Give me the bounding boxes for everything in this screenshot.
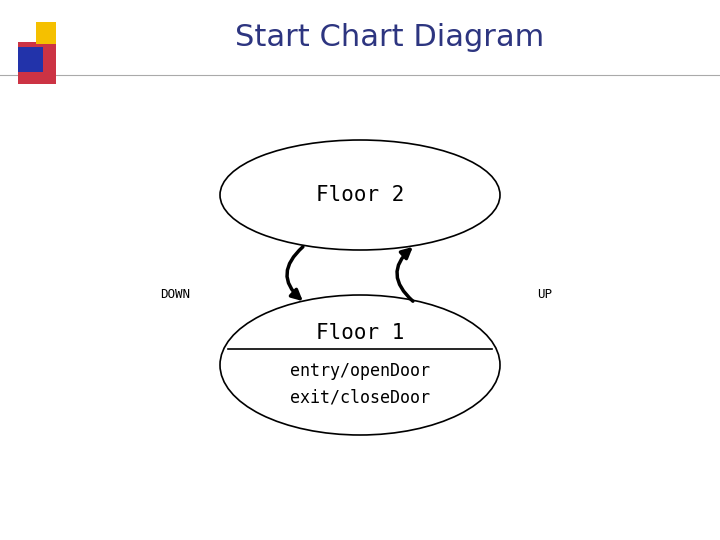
FancyArrowPatch shape bbox=[397, 249, 413, 301]
Text: DOWN: DOWN bbox=[160, 288, 190, 301]
Ellipse shape bbox=[220, 140, 500, 250]
Text: Floor 2: Floor 2 bbox=[316, 185, 404, 205]
Ellipse shape bbox=[220, 295, 500, 435]
Text: entry/openDoor: entry/openDoor bbox=[290, 362, 430, 380]
Text: UP: UP bbox=[538, 288, 552, 301]
FancyArrowPatch shape bbox=[287, 247, 303, 299]
Bar bbox=[18, 42, 56, 84]
Text: Floor 1: Floor 1 bbox=[316, 323, 404, 343]
Text: exit/closeDoor: exit/closeDoor bbox=[290, 388, 430, 406]
Bar bbox=[18, 47, 43, 72]
Bar bbox=[36, 22, 56, 44]
Text: Start Chart Diagram: Start Chart Diagram bbox=[235, 24, 544, 52]
